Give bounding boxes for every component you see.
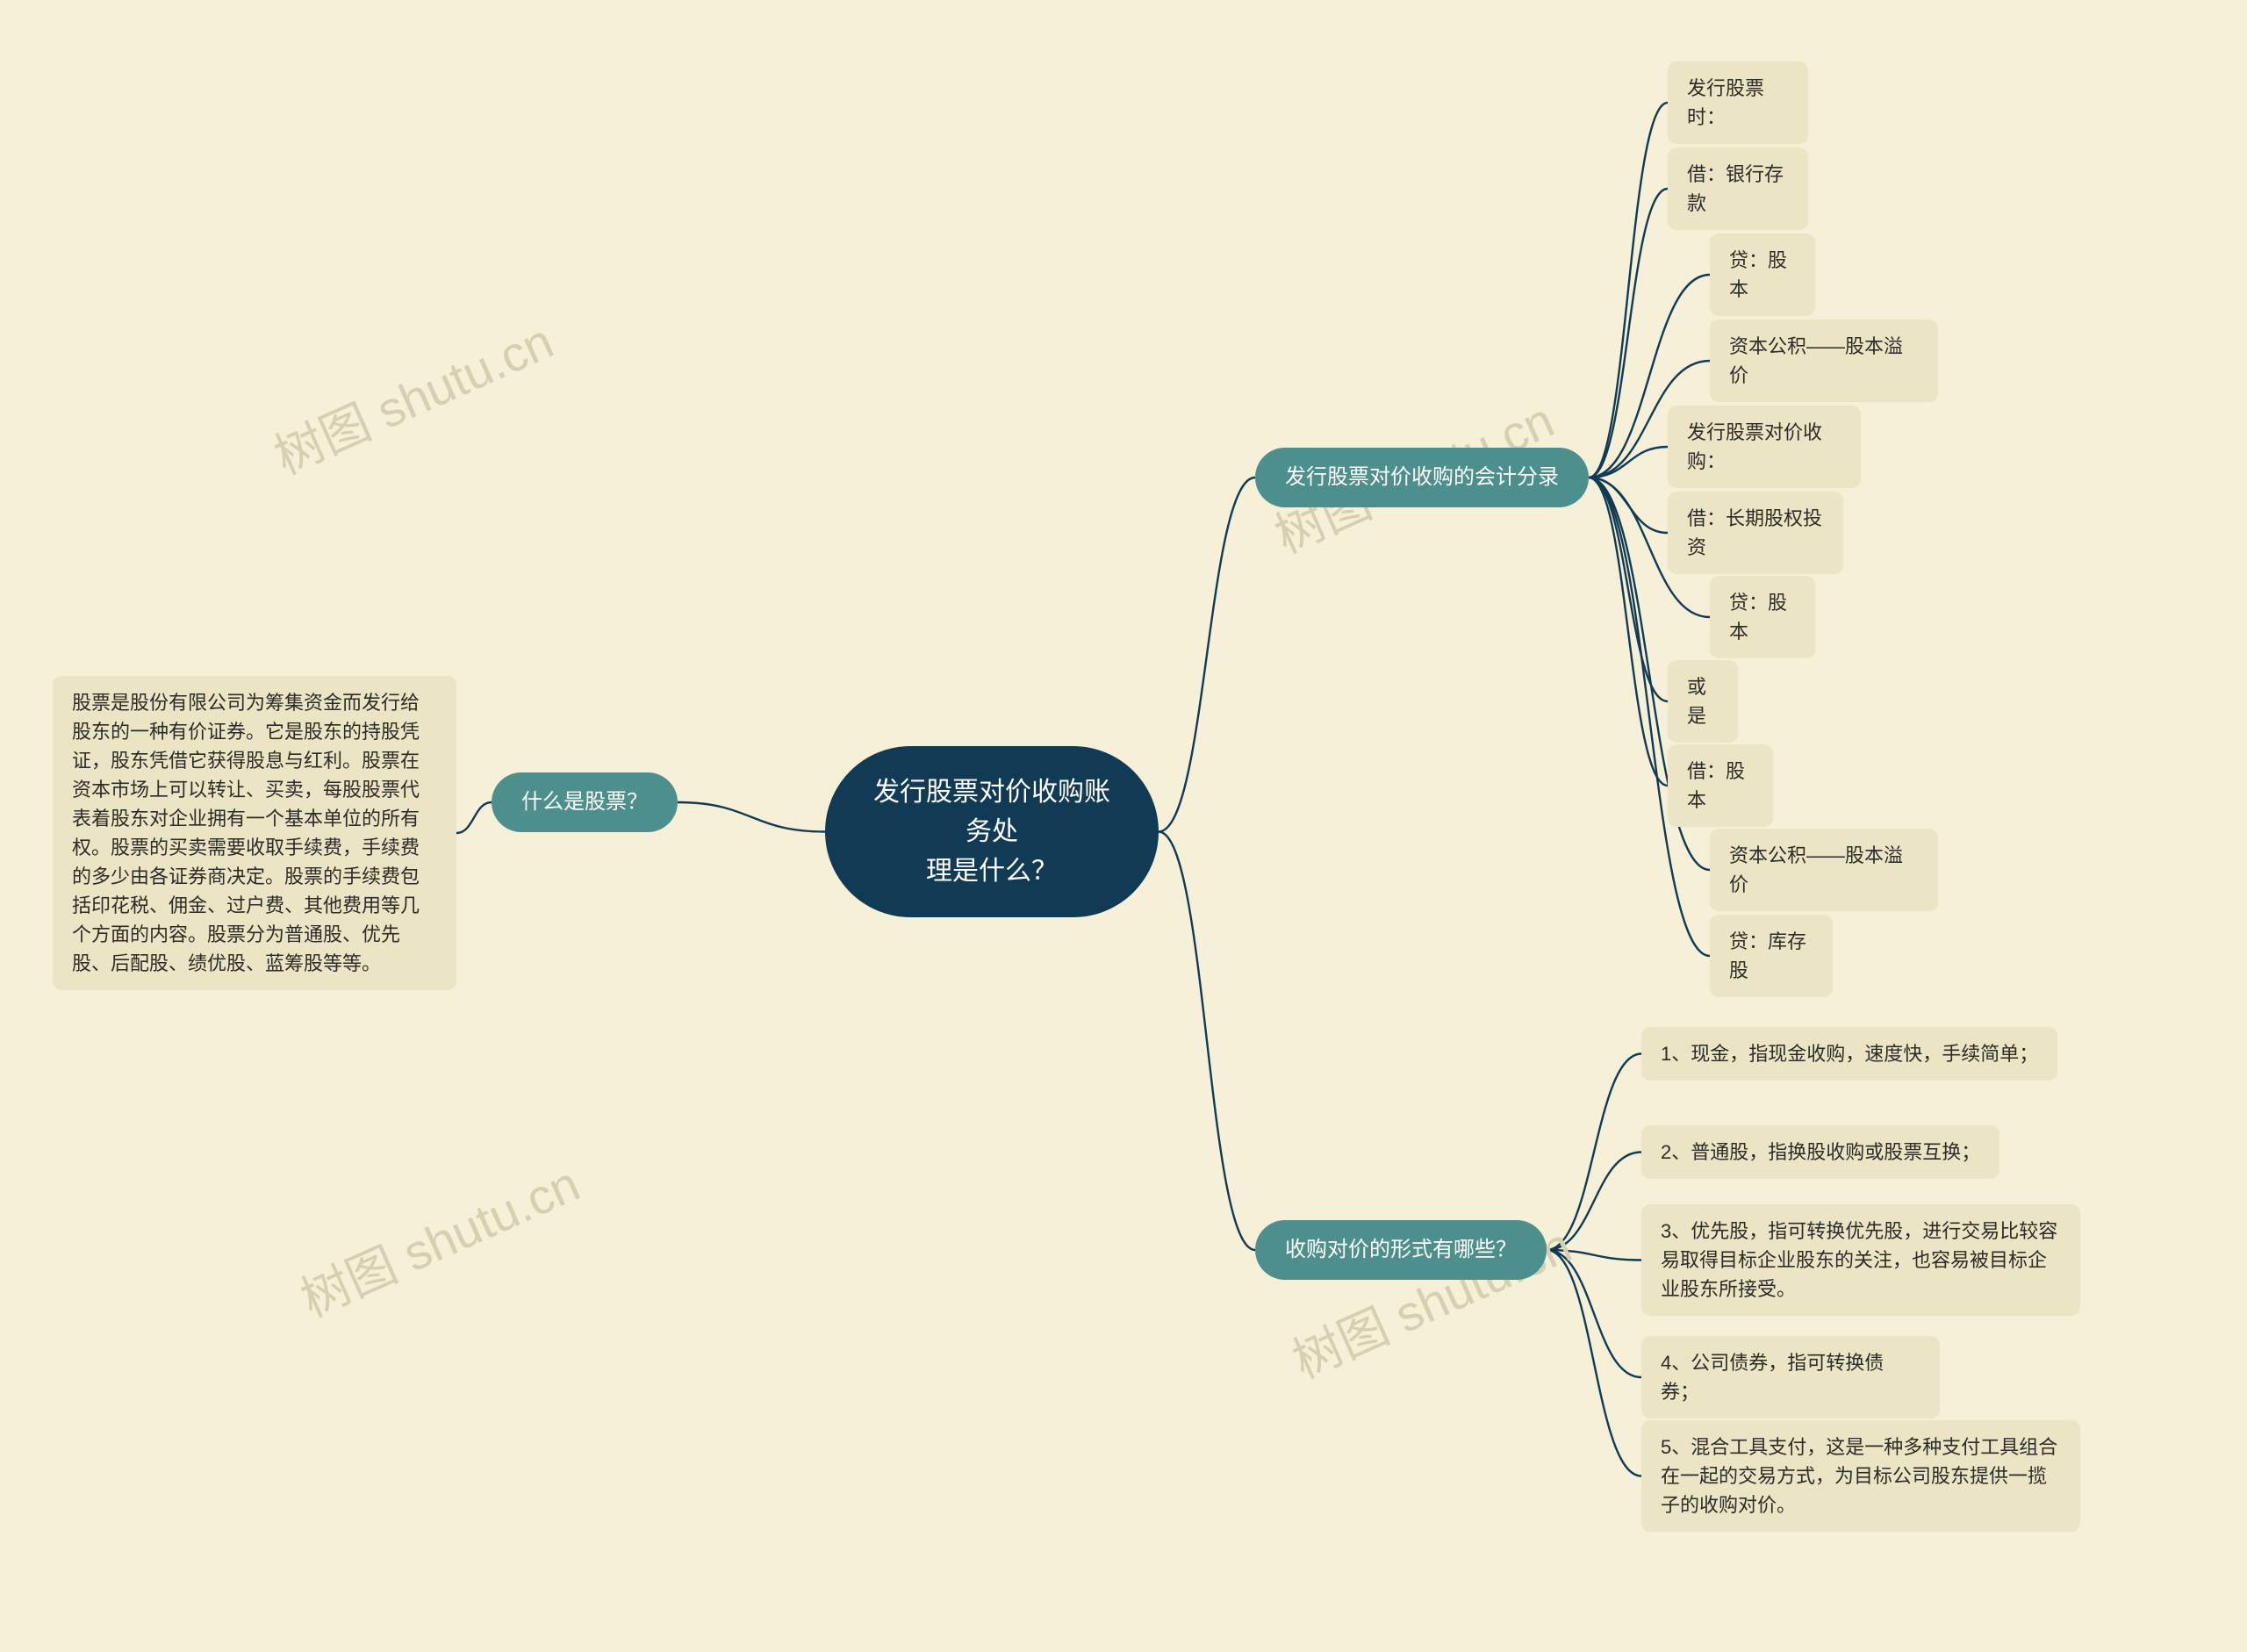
leaf-node: 借：长期股权投资 bbox=[1668, 492, 1843, 574]
edge bbox=[1589, 478, 1668, 786]
edge bbox=[1547, 1250, 1641, 1476]
leaf-node: 资本公积——股本溢价 bbox=[1710, 320, 1938, 402]
leaf-node: 发行股票对价收购： bbox=[1668, 406, 1861, 488]
leaf-node: 2、普通股，指换股收购或股票互换； bbox=[1641, 1125, 1999, 1179]
leaf-node: 贷：股本 bbox=[1710, 576, 1815, 658]
mid-node: 收购对价的形式有哪些？ bbox=[1255, 1220, 1547, 1280]
leaf-node: 1、现金，指现金收购，速度快，手续简单； bbox=[1641, 1027, 2057, 1081]
edge bbox=[1589, 478, 1668, 701]
leaf-node: 5、混合工具支付，这是一种多种支付工具组合在一起的交易方式，为目标公司股东提供一… bbox=[1641, 1420, 2080, 1532]
edge bbox=[1547, 1153, 1641, 1251]
edge bbox=[678, 802, 825, 832]
mid-node: 发行股票对价收购的会计分录 bbox=[1255, 448, 1589, 507]
leaf-node: 发行股票时： bbox=[1668, 61, 1808, 144]
leaf-node: 或是 bbox=[1668, 660, 1738, 743]
edge bbox=[456, 802, 492, 833]
leaf-node: 资本公积——股本溢价 bbox=[1710, 829, 1938, 911]
edge bbox=[1547, 1054, 1641, 1251]
edge bbox=[1589, 103, 1668, 478]
leaf-node: 贷：库存股 bbox=[1710, 915, 1833, 997]
leaf-node: 借：股本 bbox=[1668, 744, 1773, 827]
leaf-node: 3、优先股，指可转换优先股，进行交易比较容易取得目标企业股东的关注，也容易被目标… bbox=[1641, 1204, 2080, 1316]
mid-node: 什么是股票？ bbox=[492, 772, 678, 832]
leaf-node: 股票是股份有限公司为筹集资金而发行给股东的一种有价证券。它是股东的持股凭证，股东… bbox=[53, 676, 456, 990]
edge bbox=[1159, 832, 1255, 1251]
leaf-node: 4、公司债券，指可转换债券； bbox=[1641, 1336, 1940, 1419]
leaf-node: 借：银行存款 bbox=[1668, 147, 1808, 230]
leaf-node: 贷：股本 bbox=[1710, 233, 1815, 316]
center-node: 发行股票对价收购账务处理是什么？ bbox=[825, 746, 1159, 917]
edge bbox=[1159, 478, 1255, 832]
edge bbox=[1589, 189, 1668, 478]
